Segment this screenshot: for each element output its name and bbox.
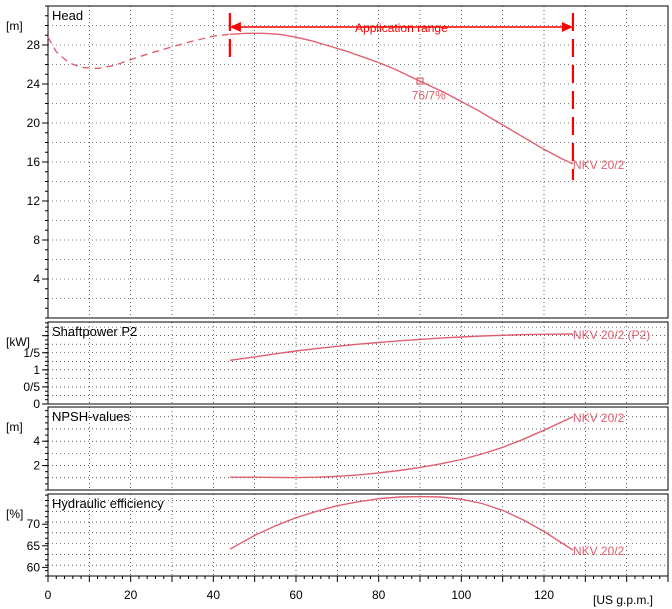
y-tick-label: 20 — [27, 116, 41, 130]
y-axis-unit: [kW] — [6, 335, 30, 349]
x-tick-label: 20 — [124, 588, 138, 602]
x-tick-label: 0 — [45, 588, 52, 602]
y-tick-label: 1/5 — [23, 346, 40, 360]
y-tick-label: 65 — [27, 539, 41, 553]
y-tick-label: 24 — [27, 77, 41, 91]
range-arrow-right — [561, 22, 573, 32]
y-tick-label: 28 — [27, 38, 41, 52]
y-tick-label: 70 — [27, 517, 41, 531]
y-tick-label: 8 — [33, 233, 40, 247]
panel-title: NPSH-values — [52, 409, 131, 424]
panel-head: 4 8 12 16 20 24 28 [m] Head NKV 20/2 76/7% — [6, 5, 669, 319]
x-tick-label: 40 — [207, 588, 221, 602]
x-tick-label: 120 — [534, 588, 554, 602]
curve-label: NKV 20/2 — [573, 544, 625, 558]
x-axis: [US g.p.m.] 0 20 40 60 80 100 120 — [45, 576, 669, 607]
curve-label: NKV 20/2 (P2) — [573, 328, 650, 342]
y-tick-label: 16 — [27, 155, 41, 169]
application-range-label: Application range — [355, 21, 448, 35]
panel-efficiency: 60 65 70 [%] Hydraulic efficiency NKV 20/2 — [6, 493, 669, 577]
y-axis-unit: [m] — [6, 420, 23, 434]
x-tick-label: 100 — [451, 588, 471, 602]
curve-label: 76/7% — [412, 89, 446, 103]
y-tick-label: 12 — [27, 194, 41, 208]
panel-title: Head — [52, 8, 83, 23]
panel-frame — [47, 321, 669, 405]
x-tick-label: 60 — [289, 588, 303, 602]
y-axis-unit: [%] — [6, 507, 23, 521]
panel-power: 0 0/5 1 1/5[kW] Shaftpower P2 NKV 20/2 (P2) — [6, 321, 669, 411]
curve-head — [229, 32, 574, 165]
curve-efficiency — [229, 495, 574, 551]
curve-label: NKV 20/2 — [573, 158, 625, 172]
y-tick-label: 0 — [33, 397, 40, 411]
curve-power — [229, 333, 573, 361]
panel-title: Hydraulic efficiency — [52, 496, 164, 511]
application-range: Application range — [228, 13, 575, 180]
panel-frame — [47, 406, 669, 491]
y-axis-unit: [m] — [6, 19, 23, 33]
curve-npsh — [229, 416, 574, 479]
bep-marker — [416, 77, 424, 85]
y-tick-label: 4 — [33, 434, 40, 448]
y-tick-label: 2 — [33, 459, 40, 473]
panel-title: Shaftpower P2 — [52, 324, 137, 339]
y-tick-label: 4 — [33, 272, 40, 286]
range-arrow-left — [229, 22, 241, 32]
curve-label: NKV 20/2 — [573, 411, 625, 425]
panel-frame — [47, 493, 669, 577]
x-tick-label: 80 — [372, 588, 386, 602]
curve-head-dashed — [47, 33, 230, 70]
y-tick-label: 0/5 — [23, 380, 40, 394]
y-tick-label: 60 — [27, 560, 41, 574]
y-tick-label: 1 — [33, 363, 40, 377]
x-axis-unit: [US g.p.m.] — [593, 593, 653, 607]
panel-npsh: 2 4 [m] NPSH-values NKV 20/2 — [6, 406, 669, 491]
